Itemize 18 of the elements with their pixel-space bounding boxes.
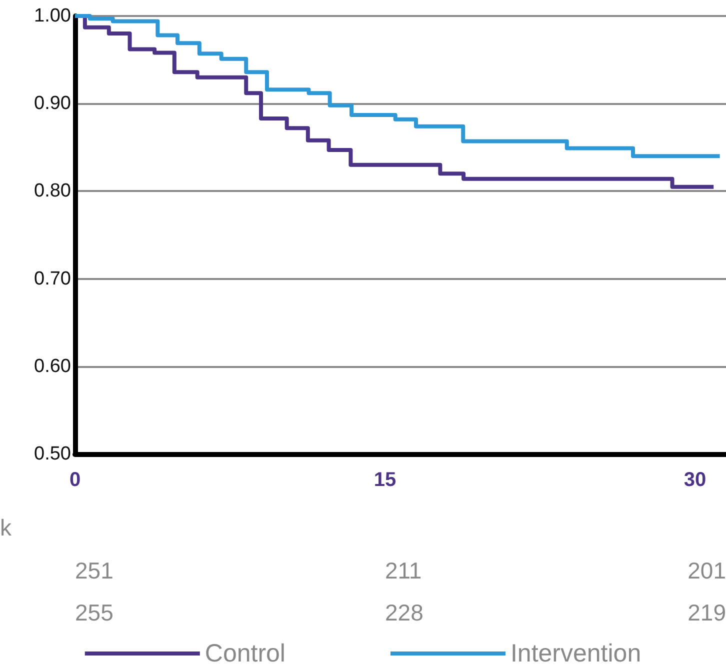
text: 255 xyxy=(75,600,114,626)
legend-label: Intervention xyxy=(510,640,642,668)
y-tick-label: 0.50 xyxy=(34,444,71,464)
text: k xyxy=(0,514,12,540)
text: 201 xyxy=(688,558,726,584)
legend-label: Control xyxy=(204,640,286,668)
x-tick-label: 15 xyxy=(374,469,396,491)
x-tick-label: 30 xyxy=(684,469,706,491)
y-tick-label: 0.70 xyxy=(34,268,71,290)
x-tick-label: 0 xyxy=(69,469,81,491)
y-tick-label: 1.00 xyxy=(34,6,71,26)
text: 228 xyxy=(385,600,424,626)
y-tick-label: 0.80 xyxy=(34,180,71,202)
y-tick-label: 0.90 xyxy=(34,93,71,114)
y-tick-label: 0.60 xyxy=(34,356,71,377)
text: 211 xyxy=(385,558,422,584)
text: 251 xyxy=(75,558,114,584)
text: 219 xyxy=(688,600,726,626)
